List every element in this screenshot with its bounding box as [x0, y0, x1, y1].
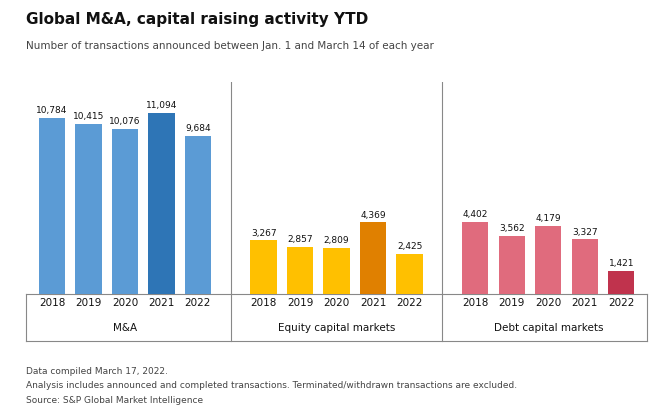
Text: 10,784: 10,784 — [36, 106, 67, 115]
Bar — [112, 129, 138, 294]
Text: 10,415: 10,415 — [73, 112, 104, 121]
Bar — [251, 240, 277, 294]
Bar — [462, 222, 488, 294]
Text: 11,094: 11,094 — [146, 101, 177, 110]
Text: M&A: M&A — [113, 324, 137, 333]
Text: Debt capital markets: Debt capital markets — [494, 324, 603, 333]
Text: 3,562: 3,562 — [499, 224, 525, 233]
Text: Equity capital markets: Equity capital markets — [278, 324, 395, 333]
Text: Number of transactions announced between Jan. 1 and March 14 of each year: Number of transactions announced between… — [26, 41, 434, 51]
Bar — [148, 113, 174, 294]
Bar — [535, 226, 562, 294]
Bar — [323, 248, 350, 294]
Text: Data compiled March 17, 2022.: Data compiled March 17, 2022. — [26, 367, 168, 376]
Bar — [39, 118, 65, 294]
Text: Global M&A, capital raising activity YTD: Global M&A, capital raising activity YTD — [26, 12, 369, 27]
Bar — [608, 271, 634, 294]
Bar — [360, 222, 386, 294]
Text: 2,425: 2,425 — [397, 242, 422, 251]
Bar — [499, 236, 525, 294]
Text: 2,857: 2,857 — [287, 235, 313, 244]
Bar — [185, 136, 211, 294]
Text: 10,076: 10,076 — [109, 118, 141, 126]
Text: 9,684: 9,684 — [185, 124, 211, 133]
Bar — [287, 247, 314, 294]
Text: 3,327: 3,327 — [572, 228, 597, 237]
Text: Analysis includes announced and completed transactions. Terminated/withdrawn tra: Analysis includes announced and complete… — [26, 381, 517, 390]
Text: 3,267: 3,267 — [251, 228, 277, 237]
Text: 2,809: 2,809 — [324, 236, 349, 245]
Bar — [397, 254, 422, 294]
Text: 4,179: 4,179 — [535, 214, 561, 223]
Bar — [572, 239, 598, 294]
Text: 4,402: 4,402 — [463, 210, 488, 219]
Text: 4,369: 4,369 — [360, 211, 386, 220]
Text: 1,421: 1,421 — [609, 259, 634, 268]
Bar — [75, 124, 102, 294]
Text: Source: S&P Global Market Intelligence: Source: S&P Global Market Intelligence — [26, 396, 203, 405]
